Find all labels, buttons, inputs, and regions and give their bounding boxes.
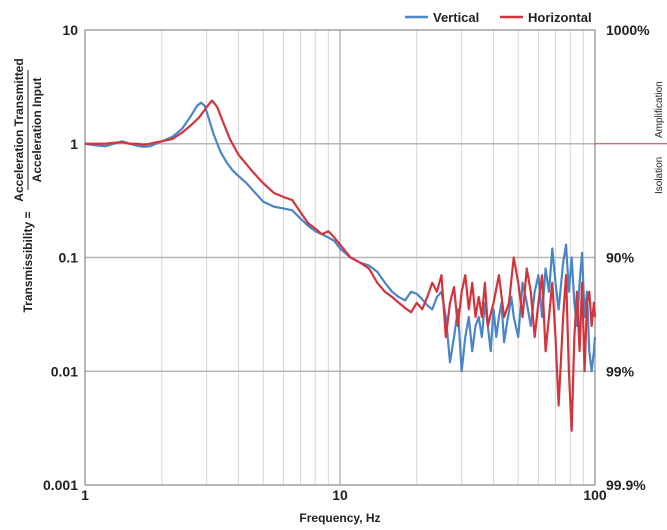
isolation-label: Isolation [654,157,665,194]
tick-labels: 1 10 100 10 1 0.1 0.01 0.001 1000% 90% 99% 99.9% [43,22,650,503]
y-tick-label: 0.01 [51,363,78,379]
y-axis-label-denominator: Acceleration Input [30,78,44,183]
right-tick-label: 99.9% [606,477,646,493]
legend: Vertical Horizontal [405,10,592,25]
y-axis-label-prefix: Transmissibility = [21,211,35,312]
legend-horizontal-label: Horizontal [528,10,592,25]
x-axis-label: Frequency, Hz [299,511,380,525]
legend-vertical-label: Vertical [433,10,479,25]
x-tick-label: 10 [332,487,348,503]
series-layer [84,99,597,432]
y-tick-label: 1 [70,136,78,152]
x-tick-label: 1 [81,487,89,503]
right-tick-label: 99% [606,363,635,379]
y-tick-label: 10 [62,22,78,38]
y-tick-label: 0.001 [43,477,78,493]
plot-frame [84,29,596,486]
x-tick-label: 100 [583,487,607,503]
y-axis-label-numerator: Acceleration Transmitted [12,58,26,201]
right-tick-label: 90% [606,250,635,266]
right-tick-label: 1000% [606,22,650,38]
y-tick-label: 0.1 [59,250,79,266]
series-horizontal-line [85,99,597,432]
grid [85,30,595,485]
amplification-label: Amplification [654,81,665,138]
